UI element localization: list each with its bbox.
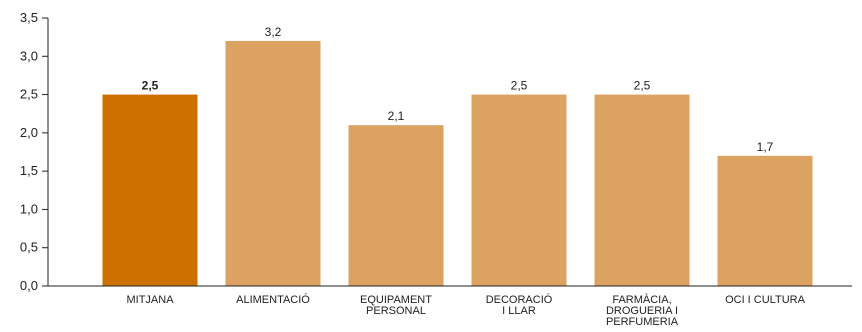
y-tick-label: 0,5 [20, 240, 38, 255]
value-label: 1,7 [757, 140, 774, 154]
category-label-line: FARMÀCIA, [612, 293, 671, 306]
category-label: OCI I CULTURA [725, 294, 806, 306]
category-label-line: ALIMENTACIÓ [236, 293, 310, 306]
y-tick-label: 0,0 [20, 278, 38, 293]
category-label-line: PERFUMERIA [606, 316, 679, 328]
y-tick-label: 1,0 [20, 201, 38, 216]
category-label: DECORACIÓ I LLAR [486, 293, 553, 317]
category-label-line: OCI I CULTURA [725, 294, 806, 306]
bar [348, 125, 444, 286]
category-label-line: MITJANA [126, 294, 174, 306]
y-tick-label: 2,0 [20, 125, 38, 140]
category-label-line: PERSONAL [366, 305, 426, 317]
category-label-line: DECORACIÓ [486, 293, 553, 306]
bar [594, 94, 690, 286]
bar [225, 40, 321, 286]
category-label: EQUIPAMENT PERSONAL [360, 294, 432, 317]
bar [717, 155, 813, 286]
y-tick-label: 1,5 [20, 163, 38, 178]
category-label: ALIMENTACIÓ [236, 293, 310, 306]
category-label: FARMÀCIA, DROGUERIA I PERFUMERIA [606, 293, 679, 328]
bar [102, 94, 198, 286]
category-label: MITJANA [126, 294, 174, 306]
category-label-line: EQUIPAMENT [360, 294, 432, 306]
value-label: 3,2 [265, 25, 282, 39]
value-label: 2,5 [142, 79, 159, 93]
category-label-line: DROGUERIA I [606, 305, 678, 317]
bars [102, 40, 813, 286]
value-label: 2,5 [511, 79, 528, 93]
bar [471, 94, 567, 286]
value-label: 2,1 [388, 109, 405, 123]
value-labels: 2,5 3,2 2,1 2,5 2,5 1,7 [142, 25, 774, 154]
y-tick-label: 3,5 [20, 10, 38, 25]
category-label-line: I LLAR [502, 305, 536, 317]
y-axis: 0,0 0,5 1,0 1,5 2,0 2,5 3,0 3,5 [20, 10, 49, 293]
y-tick-label: 3,0 [20, 48, 38, 63]
x-axis: MITJANA ALIMENTACIÓ EQUIPAMENT PERSONAL DECO… [42, 285, 852, 328]
value-label: 2,5 [634, 79, 651, 93]
y-tick-label: 2,5 [20, 87, 38, 102]
